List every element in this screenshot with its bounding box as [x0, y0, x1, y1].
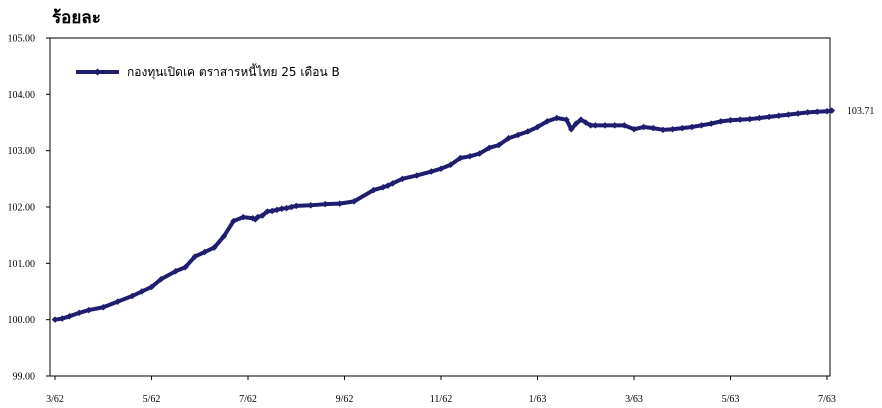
- data-point: [659, 126, 667, 134]
- data-point: [273, 206, 281, 214]
- data-point: [736, 116, 744, 123]
- data-point: [259, 212, 266, 219]
- data-point: [85, 306, 93, 314]
- data-point: [239, 213, 247, 221]
- y-tick-label: 102.00: [8, 203, 36, 214]
- y-tick-label: 100.00: [8, 315, 36, 326]
- end-value-label: 103.71: [847, 106, 875, 117]
- y-tick-label: 99.00: [13, 372, 36, 383]
- data-point: [466, 153, 474, 160]
- data-point: [172, 267, 179, 275]
- y-tick-label: 104.00: [8, 90, 36, 101]
- data-point: [148, 283, 155, 291]
- data-point: [370, 186, 377, 194]
- data-point: [650, 124, 657, 132]
- data-point: [495, 141, 503, 149]
- data-point: [201, 248, 208, 256]
- data-point: [678, 124, 686, 132]
- data-point: [828, 107, 836, 114]
- data-point: [630, 126, 638, 133]
- y-tick-label: 101.00: [8, 259, 36, 270]
- data-point: [524, 128, 532, 135]
- x-tick-label: 5/62: [143, 394, 161, 405]
- data-point: [572, 120, 580, 127]
- x-tick-label: 3/63: [625, 394, 643, 405]
- x-tick-label: 3/62: [46, 394, 64, 405]
- y-axis-title: ร้อยละ: [52, 8, 101, 28]
- data-point: [292, 202, 300, 210]
- data-point: [437, 165, 445, 172]
- data-point: [611, 122, 618, 129]
- data-point: [379, 184, 387, 191]
- data-point: [220, 233, 228, 240]
- data-point: [336, 200, 343, 207]
- data-point: [428, 168, 435, 175]
- data-point: [191, 253, 199, 260]
- data-point: [505, 135, 512, 142]
- data-point: [399, 175, 406, 183]
- data-point: [384, 182, 392, 189]
- data-point: [138, 288, 146, 295]
- data-point: [553, 114, 561, 122]
- data-point: [707, 120, 715, 127]
- series-layer: 103.71: [51, 106, 875, 323]
- series-line: [54, 108, 833, 322]
- data-point: [534, 123, 541, 131]
- data-point: [389, 180, 397, 187]
- data-point: [278, 205, 286, 212]
- data-point: [514, 131, 522, 139]
- x-tick-label: 7/62: [239, 394, 257, 405]
- data-point: [264, 208, 271, 215]
- x-tick-label: 11/62: [430, 394, 452, 405]
- legend-swatch-marker: [93, 68, 102, 76]
- data-point: [698, 122, 705, 129]
- data-point: [350, 198, 358, 205]
- data-point: [794, 110, 802, 117]
- data-point: [413, 172, 421, 179]
- data-point: [182, 264, 189, 271]
- data-point: [307, 202, 314, 209]
- plot-area: [49, 37, 831, 377]
- data-point: [485, 144, 493, 152]
- data-point: [823, 107, 831, 115]
- y-tick-label: 105.00: [8, 34, 36, 45]
- x-tick-label: 5/63: [722, 394, 740, 405]
- data-point: [621, 122, 628, 129]
- data-point: [321, 200, 329, 208]
- x-axis: 3/62 5/62 7/62 9/62 11/62 1/63 3/63 5/63 7/63: [46, 376, 836, 405]
- data-point: [283, 204, 290, 212]
- data-point: [230, 217, 237, 225]
- x-tick-label: 1/63: [529, 394, 547, 405]
- y-tick-label: 103.00: [8, 146, 36, 157]
- data-point: [268, 207, 276, 215]
- data-point: [775, 112, 783, 119]
- legend: กองทุนเปิดเค ตราสารหนี้ไทย 25 เดือน B: [76, 63, 340, 80]
- data-point: [592, 122, 599, 129]
- data-point: [210, 244, 218, 251]
- data-point: [601, 122, 609, 129]
- data-point: [476, 150, 483, 157]
- y-axis: 99.00 100.00 101.00 102.00 103.00 104.00 105.0…: [8, 34, 50, 383]
- data-point: [669, 126, 676, 133]
- data-point: [447, 161, 454, 169]
- data-point: [128, 292, 136, 300]
- data-point: [457, 154, 464, 162]
- x-tick-label: 7/63: [818, 394, 836, 405]
- legend-label: กองทุนเปิดเค ตราสารหนี้ไทย 25 เดือน B: [127, 63, 340, 80]
- x-tick-label: 9/62: [336, 394, 354, 405]
- data-point: [814, 108, 821, 116]
- data-point: [587, 122, 594, 129]
- data-point: [288, 203, 295, 211]
- data-point: [756, 114, 763, 122]
- data-point: [114, 298, 121, 305]
